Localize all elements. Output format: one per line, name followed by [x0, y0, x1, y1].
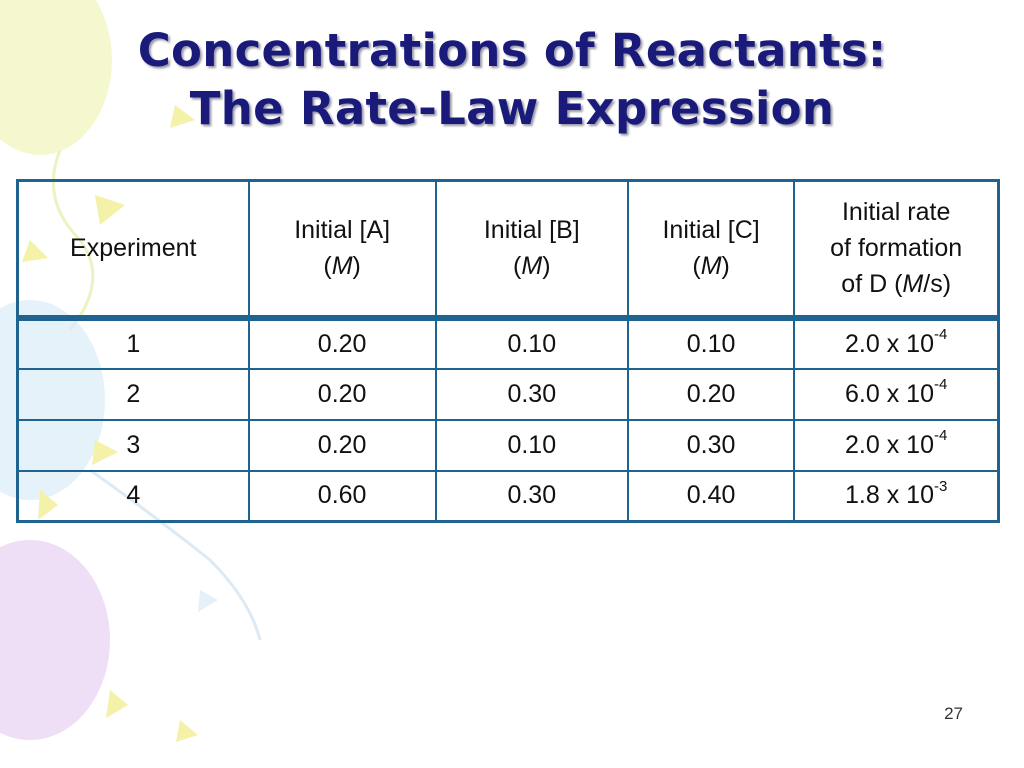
cell-rate: 2.0 x 10-4 [793, 316, 1000, 370]
confetti-triangle [170, 105, 195, 128]
table-header-row: Experiment Initial [A] (M) Initial [B] (… [16, 179, 1000, 321]
confetti-triangle [106, 690, 128, 718]
cell-initial-b: 0.10 [434, 316, 629, 370]
yellow-balloon [0, 0, 112, 155]
cell-experiment: 1 [16, 316, 250, 370]
cell-initial-c: 0.20 [626, 367, 796, 421]
table-row: 2 0.20 0.30 0.20 6.0 x 10-4 [16, 367, 1000, 421]
cell-initial-a: 0.20 [247, 367, 437, 421]
cell-experiment: 4 [16, 469, 250, 523]
cell-experiment: 3 [16, 418, 250, 472]
rate-data-table: Experiment Initial [A] (M) Initial [B] (… [16, 179, 1000, 523]
confetti-triangle [176, 720, 198, 742]
header-initial-c: Initial [C] (M) [626, 179, 796, 321]
cell-rate: 2.0 x 10-4 [793, 418, 1000, 472]
cell-initial-c: 0.10 [626, 316, 796, 370]
cell-initial-b: 0.30 [434, 367, 629, 421]
cell-initial-a: 0.20 [247, 316, 437, 370]
slide-title: Concentrations of Reactants: The Rate-La… [40, 22, 984, 138]
confetti-triangle [198, 590, 218, 612]
cell-experiment: 2 [16, 367, 250, 421]
cell-initial-b: 0.10 [434, 418, 629, 472]
cell-initial-a: 0.20 [247, 418, 437, 472]
header-initial-rate: Initial rate of formation of D (M/s) [793, 179, 1000, 321]
table-row: 3 0.20 0.10 0.30 2.0 x 10-4 [16, 418, 1000, 472]
header-experiment: Experiment [16, 179, 250, 321]
slide-number: 27 [944, 704, 963, 723]
cell-initial-c: 0.30 [626, 418, 796, 472]
title-line-1: Concentrations of Reactants: [137, 24, 887, 77]
cell-rate: 6.0 x 10-4 [793, 367, 1000, 421]
cell-initial-c: 0.40 [626, 469, 796, 523]
header-initial-b: Initial [B] (M) [434, 179, 629, 321]
purple-balloon [0, 540, 110, 740]
cell-initial-a: 0.60 [247, 469, 437, 523]
title-line-2: The Rate-Law Expression [189, 82, 835, 135]
table-row: 1 0.20 0.10 0.10 2.0 x 10-4 [16, 316, 1000, 370]
cell-rate: 1.8 x 10-3 [793, 469, 1000, 523]
header-initial-a: Initial [A] (M) [247, 179, 437, 321]
cell-initial-b: 0.30 [434, 469, 629, 523]
table-row: 4 0.60 0.30 0.40 1.8 x 10-3 [16, 469, 1000, 523]
